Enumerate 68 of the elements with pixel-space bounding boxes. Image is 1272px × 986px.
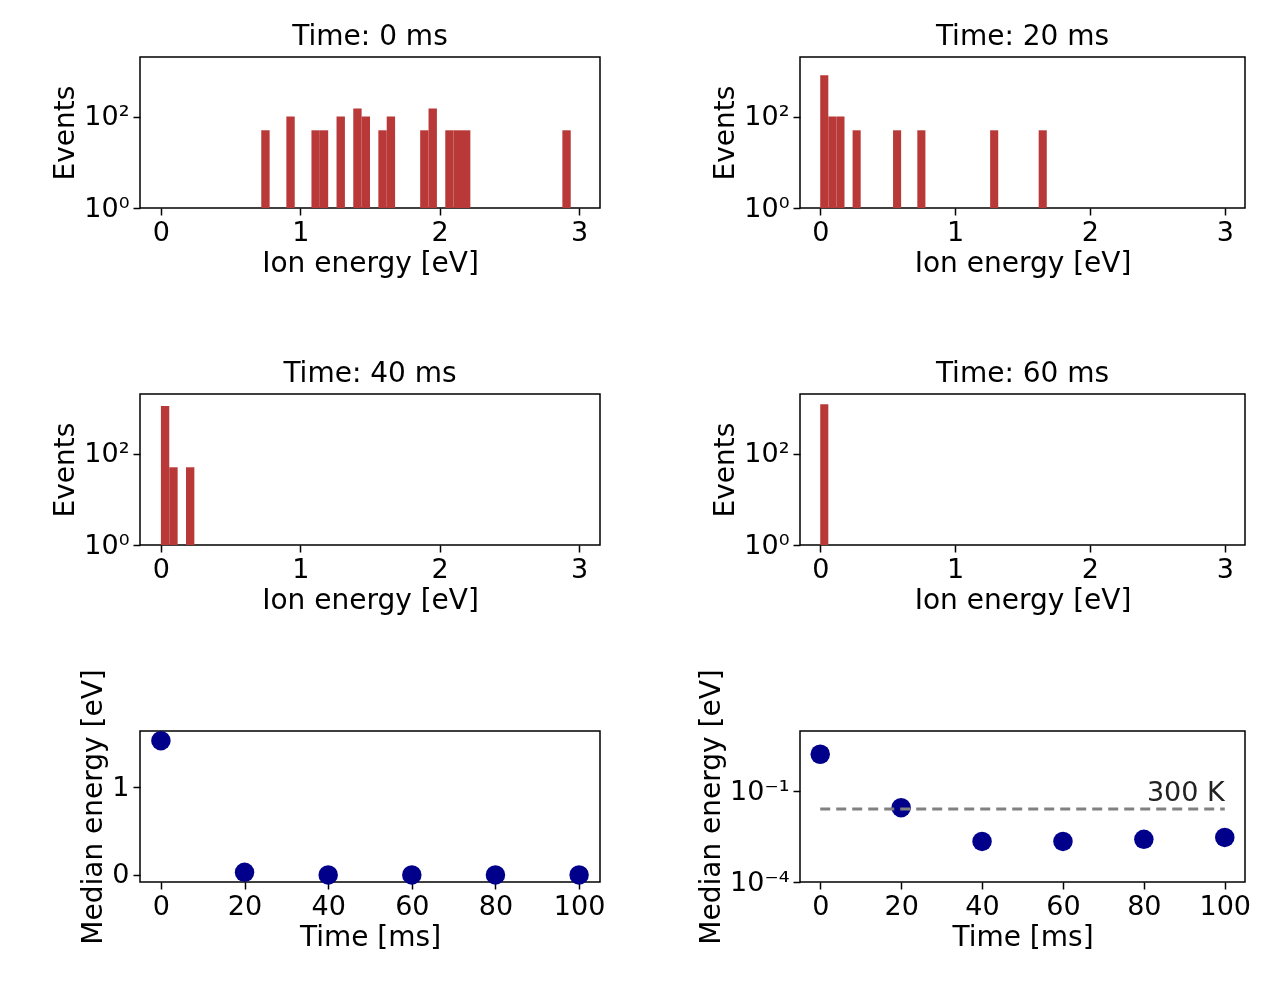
chart-title: Time: 60 ms xyxy=(934,356,1110,389)
x-tick-label: 0 xyxy=(812,552,830,584)
x-axis-title: Time [ms] xyxy=(951,919,1094,953)
chart-title: Time: 0 ms xyxy=(291,19,448,52)
y-tick-label: 10² xyxy=(84,437,130,469)
x-tick-label: 2 xyxy=(431,215,449,247)
y-axis-title: Events xyxy=(48,85,82,181)
x-tick-label: 1 xyxy=(946,215,965,247)
point xyxy=(318,865,338,885)
x-tick-label: 80 xyxy=(478,889,514,921)
y-tick-label: 10⁰ xyxy=(744,528,790,560)
x-tick-label: 100 xyxy=(1199,889,1252,921)
x-tick-label: 2 xyxy=(1081,552,1100,584)
x-tick-label: 1 xyxy=(292,552,310,584)
point xyxy=(1134,829,1154,849)
chart-title: Time: 40 ms xyxy=(282,356,457,389)
point xyxy=(402,865,422,885)
x-tick-label: 1 xyxy=(946,552,965,584)
y-tick-label: 10⁰ xyxy=(744,191,790,223)
x-axis-title: Ion energy [eV] xyxy=(262,582,479,616)
x-axis-title: Ion energy [eV] xyxy=(262,245,479,279)
x-tick-label: 0 xyxy=(152,215,170,247)
y-tick-label: 10⁻⁴ xyxy=(730,865,790,897)
point xyxy=(1215,827,1235,848)
x-tick-label: 60 xyxy=(1046,889,1081,921)
point xyxy=(1053,831,1073,852)
x-tick-label: 20 xyxy=(227,889,263,921)
x-tick-label: 40 xyxy=(965,889,1000,921)
point xyxy=(234,862,255,883)
y-axis-title: Median energy [eV] xyxy=(76,669,110,945)
x-tick-label: 3 xyxy=(571,552,589,584)
ref-line-label: 300 K xyxy=(1146,776,1227,808)
x-axis-title: Time [ms] xyxy=(298,919,442,953)
x-tick-label: 0 xyxy=(812,889,830,921)
x-tick-label: 20 xyxy=(884,889,919,921)
point xyxy=(151,730,171,751)
x-tick-label: 0 xyxy=(152,552,170,584)
chart-title: Time: 20 ms xyxy=(934,19,1110,52)
y-tick-label: 1 xyxy=(112,770,130,802)
y-tick-label: 10² xyxy=(744,100,790,132)
x-tick-label: 60 xyxy=(395,889,430,921)
x-tick-label: 1 xyxy=(292,215,310,247)
point xyxy=(810,744,830,764)
y-axis-title: Events xyxy=(48,422,82,518)
y-axis-title: Events xyxy=(708,85,742,181)
y-axis-title: Events xyxy=(708,422,742,518)
x-tick-label: 0 xyxy=(152,889,170,921)
y-tick-label: 10⁻¹ xyxy=(730,774,790,806)
x-tick-label: 0 xyxy=(812,215,830,247)
x-tick-label: 40 xyxy=(311,889,346,921)
x-tick-label: 100 xyxy=(553,889,606,921)
y-axis-title: Median energy [eV] xyxy=(694,669,728,945)
x-tick-label: 2 xyxy=(431,552,449,584)
x-tick-label: 2 xyxy=(1081,215,1100,247)
point xyxy=(972,831,992,852)
y-tick-label: 10² xyxy=(744,437,790,469)
x-axis-title: Ion energy [eV] xyxy=(914,582,1132,616)
y-tick-label: 10⁰ xyxy=(84,191,130,223)
x-tick-label: 3 xyxy=(1216,215,1234,247)
point xyxy=(485,865,506,885)
x-axis-title: Ion energy [eV] xyxy=(914,245,1132,279)
y-tick-label: 0 xyxy=(112,858,130,890)
y-tick-label: 10⁰ xyxy=(84,528,130,560)
point xyxy=(569,865,589,885)
x-tick-label: 3 xyxy=(571,215,589,247)
y-tick-label: 10² xyxy=(84,100,130,132)
x-tick-label: 3 xyxy=(1216,552,1234,584)
x-tick-label: 80 xyxy=(1127,889,1162,921)
